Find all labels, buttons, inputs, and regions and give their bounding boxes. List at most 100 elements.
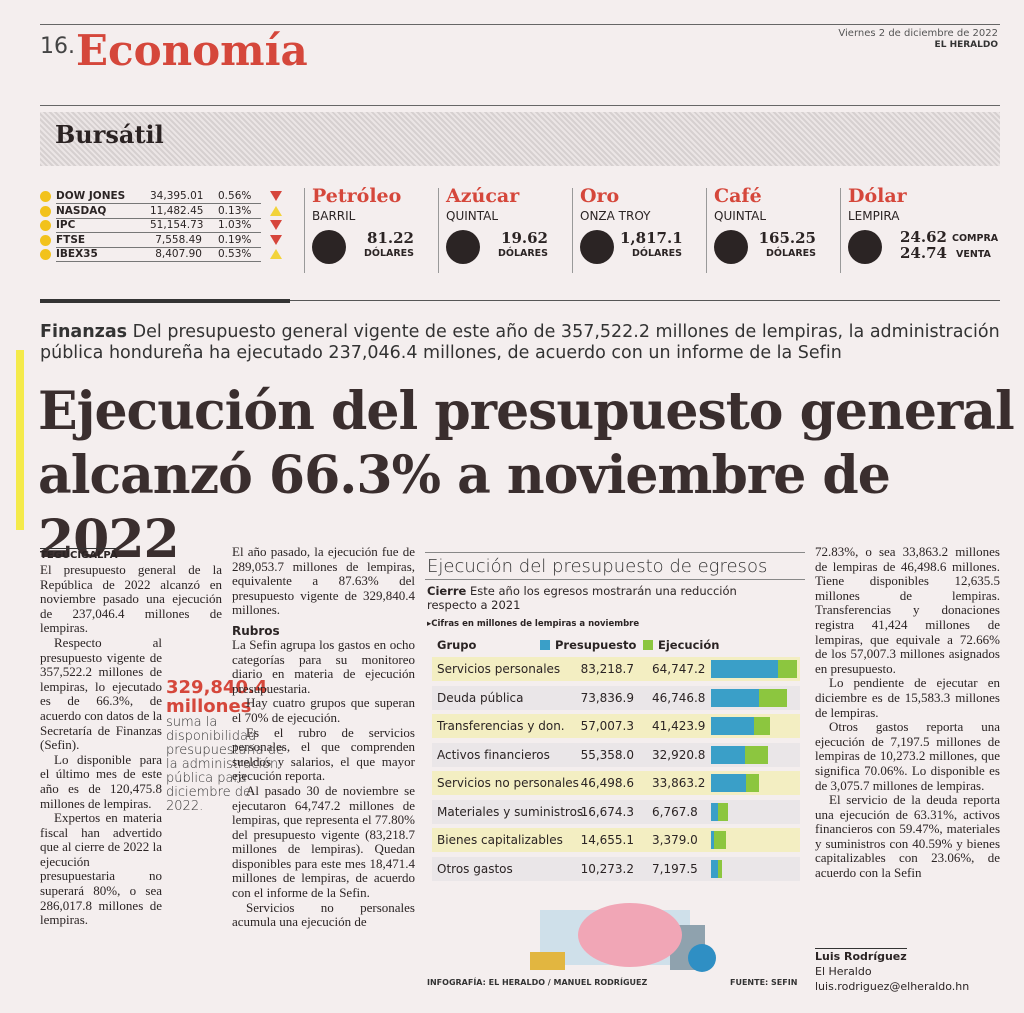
paragraph: Otros gastos reporta una ejecución de 7,…	[815, 719, 1000, 793]
trend-arrow	[270, 234, 282, 245]
group-name: Otros gastos	[437, 861, 513, 876]
row-rule	[56, 261, 261, 262]
commodity-unit: LEMPIRA	[848, 209, 900, 223]
note-text: Cifras en millones de lempiras a noviemb…	[431, 619, 640, 629]
buy-label: COMPRA	[952, 233, 999, 244]
commodity-name: Café	[714, 185, 762, 207]
paragraph: Servicios no personales acumula una ejec…	[232, 899, 415, 930]
table-row: Deuda pública 73,836.9 46,746.8	[432, 685, 800, 710]
byline: Luis Rodríguez El Heraldo luis.rodriguez…	[815, 948, 969, 994]
commodity-unit: QUINTAL	[714, 209, 767, 223]
paragraph: Lo pendiente de ejecutar en diciembre es…	[815, 675, 1000, 720]
paragraph: Es el rubro de servicios personales, el …	[232, 724, 415, 784]
execution-bar	[711, 774, 746, 792]
budget-bar	[711, 831, 727, 849]
commodity-unit: QUINTAL	[446, 209, 499, 223]
execution-value: 46,746.8	[652, 690, 706, 705]
row-rule	[56, 232, 261, 233]
rule	[425, 579, 805, 580]
pullquote-text: suma la disponibilidad presupuestaria de…	[166, 715, 284, 814]
divider	[438, 188, 439, 273]
commodity-unit: BARRIL	[312, 209, 356, 223]
credit: INFOGRAFÍA: EL HERALDO / MANUEL RODRÍGUE…	[427, 978, 648, 987]
rule	[290, 300, 1000, 301]
rule	[40, 299, 290, 303]
commodity-currency: DÓLARES	[765, 248, 816, 259]
trend-arrow	[270, 191, 282, 201]
table-row: Transferencias y don. 57,007.3 41,423.9	[432, 714, 800, 738]
divider	[840, 188, 841, 273]
budget-value: 46,498.6	[580, 776, 634, 790]
trend-arrow	[270, 205, 282, 216]
commodity-name: Dólar	[848, 185, 907, 207]
commodity-unit: ONZA TROY	[580, 209, 651, 223]
execution-value: 64,747.2	[652, 662, 706, 676]
bursatil-band	[40, 112, 1000, 166]
execution-bar	[711, 802, 718, 821]
rule	[40, 24, 1000, 25]
intro-text: Este año los egresos mostrarán una reduc…	[427, 584, 737, 612]
commodity-currency: DÓLARES	[631, 248, 682, 259]
execution-value: 41,423.9	[652, 719, 706, 733]
source: FUENTE: SEFIN	[730, 978, 798, 987]
sell-value: 24.74	[900, 244, 947, 262]
group-name: Transferencias y don.	[437, 719, 565, 733]
commodity-icon	[446, 230, 480, 264]
execution-value: 6,767.8	[652, 804, 698, 819]
group-name: Deuda pública	[437, 690, 524, 705]
check	[688, 944, 716, 972]
budget-value: 10,273.2	[580, 861, 634, 876]
index-change: 0.13%	[218, 204, 252, 217]
subhead: Rubros	[232, 623, 280, 638]
paragraph: El año pasado, la ejecución fue de 289,0…	[232, 544, 415, 618]
budget-value: 55,358.0	[580, 747, 634, 762]
highlight	[16, 350, 24, 530]
execution-value: 32,920.8	[652, 747, 706, 762]
piggy-illustration	[530, 903, 716, 972]
table-row: Materiales y suministros 16,674.3 6,767.8	[432, 799, 800, 824]
group-name: Bienes capitalizables	[437, 833, 563, 847]
execution-bar	[711, 859, 719, 878]
kicker: Finanzas	[40, 322, 128, 342]
execution-bar	[711, 745, 746, 764]
piggy	[578, 903, 682, 967]
headline-line: alcanzó 66.3% a noviembre de 2022	[38, 445, 891, 570]
date: Viernes 2 de diciembre de 2022	[838, 28, 998, 39]
group-name: Materiales y suministros	[437, 804, 584, 819]
index-value: 51,154.73	[150, 219, 204, 231]
note: ▸Cifras en millones de lempiras a noviem…	[427, 619, 640, 629]
headline: Ejecución del presupuesto general alcanzó…	[38, 380, 1024, 572]
budget-value: 16,674.3	[580, 804, 634, 819]
divider	[304, 188, 305, 273]
row-rule	[56, 217, 261, 219]
headline-line: Ejecución del presupuesto general	[38, 381, 1015, 442]
paragraph: Hay cuatro grupos que superan el 70% de …	[232, 695, 415, 725]
commodity-icon	[714, 230, 748, 264]
bursatil-title: Bursátil	[55, 120, 164, 149]
commodity-icon	[312, 230, 346, 264]
paragraph: Expertos en materia fiscal han advertido…	[40, 810, 162, 928]
paragraph: Al pasado 30 de noviembre se ejecutaron …	[232, 782, 415, 901]
outlet: El Heraldo	[815, 965, 872, 978]
execution-bar	[711, 660, 778, 678]
divider	[572, 188, 573, 273]
table-row: Activos financieros 55,358.0 32,920.8	[432, 742, 800, 767]
paragraph: Lo disponible para el último mes de este…	[40, 751, 162, 811]
execution-bar	[711, 688, 760, 707]
divider	[706, 188, 707, 273]
section: Economía	[76, 26, 308, 75]
budget-value: 73,836.9	[580, 690, 634, 705]
bullet	[40, 234, 51, 246]
bullet	[40, 220, 51, 231]
group-name: Servicios no personales	[437, 776, 579, 790]
bullet	[40, 191, 51, 202]
paragraph: La Sefin agrupa los gastos en ocho categ…	[232, 636, 415, 696]
index-name: DOW JONES	[56, 190, 126, 202]
coins	[530, 952, 565, 970]
column-header: Presupuesto	[555, 638, 637, 652]
page-number: 16.	[40, 34, 75, 59]
dateline: TEGUCIGALPA	[40, 548, 118, 561]
column: 72.83%, o sea 33,863.2 millones de lempi…	[815, 544, 1000, 881]
execution-bar	[711, 717, 754, 735]
infographic-title: Ejecución del presupuesto de egresos	[427, 556, 768, 577]
